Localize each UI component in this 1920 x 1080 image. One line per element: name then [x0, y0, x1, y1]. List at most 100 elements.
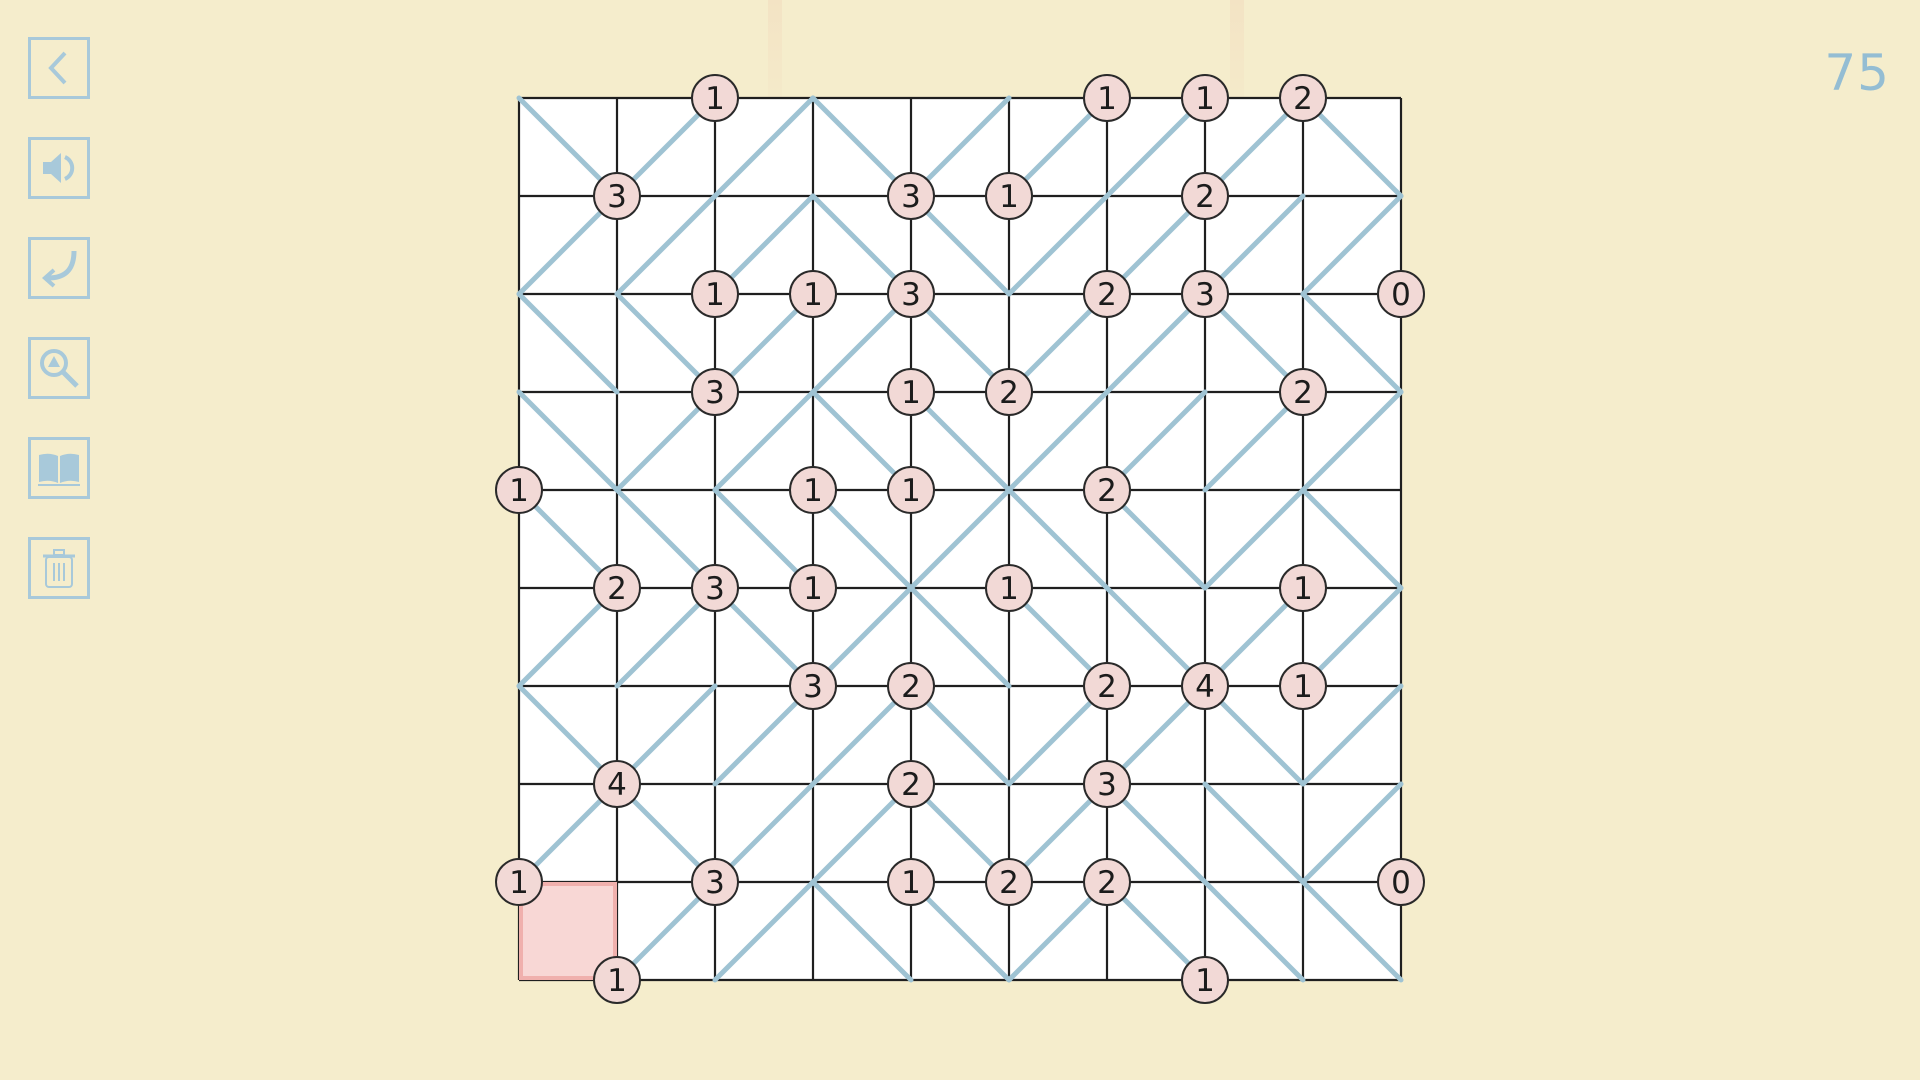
slant-slash: [614, 193, 718, 297]
slant-slash: [1300, 389, 1404, 493]
clue-number: 1: [1097, 81, 1117, 117]
clue-number: 1: [509, 865, 529, 901]
clue-circle: [495, 858, 543, 906]
clue-number: 0: [1391, 865, 1411, 901]
clue-number: 4: [607, 767, 627, 803]
clue-number: 3: [803, 669, 823, 705]
slant-backslash: [1202, 879, 1306, 983]
rules-button[interactable]: [28, 437, 90, 499]
clue-circle: [691, 858, 739, 906]
undo-button[interactable]: [28, 237, 90, 299]
magnifier-warning-icon: [40, 349, 79, 388]
clue-number: 2: [901, 767, 921, 803]
clue-number: 4: [1195, 669, 1215, 705]
selected-cell-outline: [519, 882, 617, 980]
sound-button[interactable]: [28, 137, 90, 199]
clue-circle: [887, 466, 935, 514]
clue-number: 3: [705, 571, 725, 607]
clue-number: 3: [1097, 767, 1117, 803]
clue-circle: [1279, 662, 1327, 710]
clue-number: 2: [1097, 669, 1117, 705]
slant-slash: [1006, 193, 1110, 297]
clue-number: 3: [1195, 277, 1215, 313]
clue-circle: [691, 564, 739, 612]
clue-circle: [887, 270, 935, 318]
slant-backslash: [1300, 487, 1404, 591]
clue-number: 1: [999, 179, 1019, 215]
clue-number: 1: [901, 865, 921, 901]
clue-number: 1: [803, 473, 823, 509]
clue-circle: [593, 172, 641, 220]
slant-backslash: [810, 879, 914, 983]
clue-number: 1: [999, 571, 1019, 607]
clue-circle: [1083, 858, 1131, 906]
check-errors-button[interactable]: [28, 337, 90, 399]
clue-circle: [887, 662, 935, 710]
clue-circle: [1181, 956, 1229, 1004]
clue-circle: [1083, 662, 1131, 710]
clue-circle: [985, 172, 1033, 220]
slant-backslash: [1006, 487, 1110, 591]
clue-number: 2: [999, 865, 1019, 901]
clue-circle: [789, 270, 837, 318]
slant-slash: [1006, 389, 1110, 493]
clue-number: 1: [705, 81, 725, 117]
clue-number: 1: [509, 473, 529, 509]
slant-backslash: [1300, 879, 1404, 983]
slant-backslash: [516, 291, 620, 395]
speaker-icon: [43, 153, 75, 183]
clue-circle: [593, 760, 641, 808]
clue-number: 1: [705, 277, 725, 313]
clue-circle: [691, 74, 739, 122]
clue-number: 3: [607, 179, 627, 215]
clue-circle: [1181, 172, 1229, 220]
clue-number: 3: [705, 865, 725, 901]
clue-number: 2: [607, 571, 627, 607]
slant-backslash: [516, 389, 620, 493]
clue-number: 3: [901, 277, 921, 313]
clue-number: 0: [1391, 277, 1411, 313]
clue-number: 2: [901, 669, 921, 705]
clue-number: 1: [1293, 571, 1313, 607]
trash-icon: [43, 549, 75, 588]
clue-circle: [887, 760, 935, 808]
clue-number: 3: [705, 375, 725, 411]
clue-circle: [1181, 270, 1229, 318]
clue-circle: [789, 564, 837, 612]
clue-circle: [1279, 564, 1327, 612]
clue-circle: [1377, 858, 1425, 906]
undo-arrow-icon: [41, 250, 77, 288]
book-icon: [38, 453, 80, 486]
clue-circle: [593, 956, 641, 1004]
level-number: 75: [1824, 44, 1890, 102]
clue-number: 1: [1195, 81, 1215, 117]
slant-slash: [712, 95, 816, 199]
clue-circle: [1181, 662, 1229, 710]
clue-number: 2: [1195, 179, 1215, 215]
clue-circle: [789, 466, 837, 514]
clue-circle: [593, 564, 641, 612]
clue-number: 2: [1293, 81, 1313, 117]
clue-circle: [1279, 74, 1327, 122]
slant-backslash: [1202, 781, 1306, 885]
slant-slash: [1300, 781, 1404, 885]
slant-slash: [1300, 683, 1404, 787]
clue-circle: [985, 368, 1033, 416]
clue-number: 1: [803, 571, 823, 607]
clue-circle: [495, 466, 543, 514]
clue-circle: [887, 858, 935, 906]
clue-number: 1: [901, 473, 921, 509]
clue-number: 1: [1293, 669, 1313, 705]
clue-number: 1: [901, 375, 921, 411]
clue-circle: [887, 368, 935, 416]
clear-button[interactable]: [28, 537, 90, 599]
back-button[interactable]: [28, 37, 90, 99]
clue-circle: [691, 368, 739, 416]
slant-slash: [1300, 193, 1404, 297]
slant-slash: [1202, 487, 1306, 591]
slant-backslash: [908, 585, 1012, 689]
clue-circle: [985, 858, 1033, 906]
clue-circle: [1083, 760, 1131, 808]
clue-number: 1: [803, 277, 823, 313]
